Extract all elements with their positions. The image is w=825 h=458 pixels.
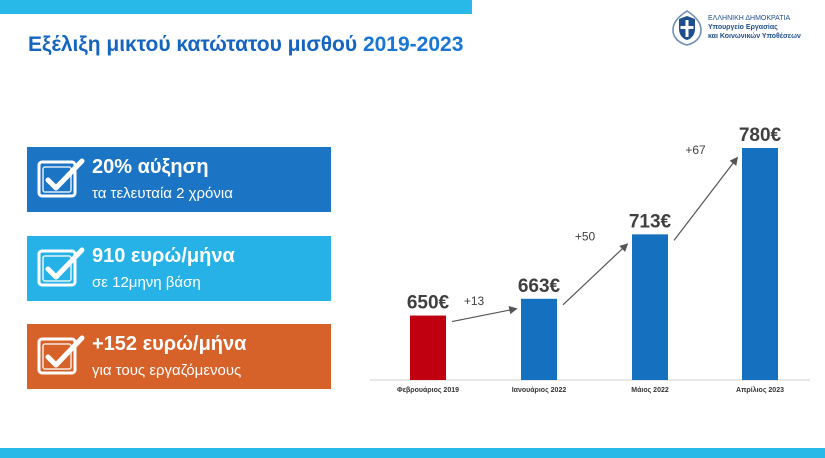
stat-subline: για τους εργαζόμενους [92,362,242,379]
stat-box-workers: +152 ευρώ/μήνα για τους εργαζόμενους [27,324,331,389]
x-tick-label-2: Ιανουάριος 2022 [512,387,567,394]
stat-subline: τα τελευταία 2 χρόνια [92,185,233,202]
x-tick-label-1: Φεβρουάριος 2019 [397,387,459,394]
slide-title: Εξέλιξη μικτού κατώτατου μισθού 2019-202… [28,33,463,57]
logo-line-3: και Κοινωνικών Υποθέσεων [708,33,801,40]
bar-2 [521,298,557,380]
increase-arrow-2 [562,243,629,306]
checkbox-check-icon [37,158,85,198]
title-years: 2019-2023 [362,33,464,56]
value-label-2: 663€ [518,276,561,297]
ministry-logo: ΕΛΛΗΝΙΚΗ ΔΗΜΟΚΡΑΤΙΑ Υπουργείο Εργασίας κ… [670,9,820,49]
value-label-3: 713€ [629,211,672,232]
checkbox-check-icon [37,247,85,287]
title-main: Εξέλιξη μικτού κατώτατου μισθού [28,33,358,56]
value-label-1: 650€ [407,293,450,314]
greek-coat-of-arms-icon [672,10,702,46]
stat-headline: +152 ευρώ/μήνα [92,333,247,355]
logo-line-2: Υπουργείο Εργασίας [708,24,778,31]
bar-1 [410,315,446,380]
bar-3 [632,234,668,380]
stat-box-increase: 20% αύξηση τα τελευταία 2 χρόνια [27,147,331,212]
stat-headline: 20% αύξηση [92,156,209,178]
increase-label-2: +50 [575,229,596,243]
stat-headline: 910 ευρώ/μήνα [92,245,235,267]
bar-4 [742,148,778,380]
x-tick-label-3: Μάιος 2022 [631,387,669,394]
bottom-accent-bar [0,448,825,458]
value-label-4: 780€ [739,125,782,146]
logo-line-1: ΕΛΛΗΝΙΚΗ ΔΗΜΟΚΡΑΤΙΑ [708,15,791,22]
increase-label-3: +67 [685,143,706,157]
x-tick-label-4: Απρίλιος 2023 [736,386,784,394]
checkbox-check-icon [37,335,85,375]
stat-box-annual: 910 ευρώ/μήνα σε 12μηνη βάση [27,236,331,301]
increase-arrow-1 [451,305,518,323]
increase-label-1: +13 [464,294,485,308]
wage-bar-chart: 650€ Φεβρουάριος 2019 663€ Ιανουάριος 2022 7… [370,125,810,394]
increase-arrow-3 [673,156,739,241]
top-accent-bar [0,0,472,14]
stat-subline: σε 12μηνη βάση [92,274,201,291]
ministry-name: ΕΛΛΗΝΙΚΗ ΔΗΜΟΚΡΑΤΙΑ Υπουργείο Εργασίας κ… [708,14,801,41]
